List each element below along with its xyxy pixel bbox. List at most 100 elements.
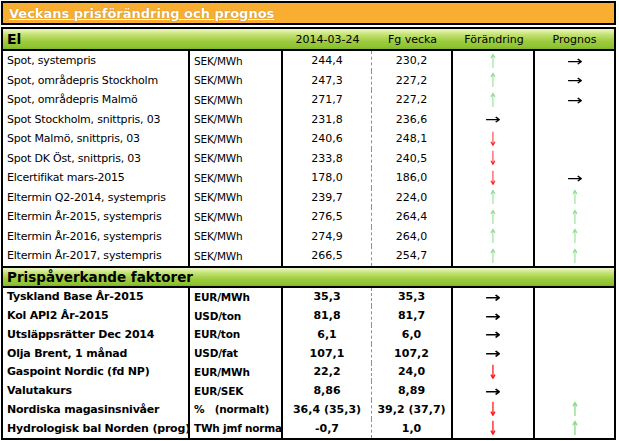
column-header-forecast: Prognos	[535, 29, 614, 49]
row-label: Olja Brent, 1 månad	[3, 344, 190, 363]
row-unit: TWh jmf normalt	[190, 419, 283, 438]
previous-value: 264,0	[372, 227, 453, 247]
previous-value: 227,2	[372, 71, 453, 91]
row-unit: SEK/MWh	[190, 51, 283, 71]
forecast-cell	[535, 149, 614, 169]
table-row: Eltermin År-2017, systemprisSEK/MWh266,5…	[3, 246, 614, 266]
row-label: Utsläppsrätter Dec 2014	[3, 325, 190, 344]
forecast-cell	[535, 381, 614, 400]
up-arrow-icon: ↑	[488, 227, 497, 247]
previous-value: 227,2	[372, 90, 453, 110]
change-cell: ↑	[453, 51, 535, 71]
table-row: Spot, systemprisSEK/MWh244,4230,2↑→	[3, 51, 614, 71]
current-value: 276,5	[283, 207, 372, 227]
up-arrow-icon: ↑	[570, 400, 579, 419]
forecast-cell: ↑	[535, 419, 614, 438]
row-unit: EUR/SEK	[190, 381, 283, 400]
row-unit: SEK/MWh	[190, 207, 283, 227]
row-label: Spot, systempris	[3, 51, 190, 71]
forecast-cell	[535, 129, 614, 149]
table-row: Gaspoint Nordic (fd NP)EUR/MWh22,224,0↓	[3, 363, 614, 382]
current-value: 35,3	[283, 288, 372, 307]
table-row: Kol API2 År-2015USD/ton81,881,7→	[3, 306, 614, 325]
forecast-cell: →	[535, 51, 614, 71]
down-arrow-icon: ↓	[488, 168, 497, 188]
row-label: Spot DK Öst, snittpris, 03	[3, 149, 190, 169]
row-label: Spot Stockholm, snittpris, 03	[3, 110, 190, 130]
up-arrow-icon: ↑	[570, 227, 579, 247]
row-unit: SEK/MWh	[190, 90, 283, 110]
down-arrow-icon: ↓	[488, 363, 497, 382]
current-value: 22,2	[283, 363, 372, 382]
change-cell: ↑	[453, 246, 535, 266]
row-unit: USD/ton	[190, 306, 283, 325]
table-row: Tyskland Base År-2015EUR/MWh35,335,3→	[3, 288, 614, 307]
down-arrow-icon: ↓	[488, 149, 497, 169]
forecast-cell: →	[535, 168, 614, 188]
table-row: Elcertifikat mars-2015SEK/MWh178,0186,0↓…	[3, 168, 614, 188]
right-arrow-icon: →	[485, 384, 501, 398]
previous-value: 236,6	[372, 110, 453, 130]
previous-value: 186,0	[372, 168, 453, 188]
row-unit: USD/fat	[190, 344, 283, 363]
current-value: -0,7	[283, 419, 372, 438]
right-arrow-icon: →	[567, 93, 583, 107]
up-arrow-icon: ↑	[488, 207, 497, 227]
row-label: Spot Malmö, snittpris, 03	[3, 129, 190, 149]
previous-value: 6,0	[372, 325, 453, 344]
row-label: Eltermin Q2-2014, systempris	[3, 188, 190, 208]
change-cell: ↑	[453, 90, 535, 110]
forecast-cell: ↑	[535, 246, 614, 266]
table-row: Spot, områdepris StockholmSEK/MWh247,322…	[3, 71, 614, 91]
forecast-cell: ↑	[535, 188, 614, 208]
previous-value: 8,89	[372, 381, 453, 400]
row-unit: SEK/MWh	[190, 168, 283, 188]
change-cell: →	[453, 381, 535, 400]
report-frame: Veckans prisförändring och prognos El 20…	[1, 1, 616, 440]
change-cell: ↓	[453, 149, 535, 169]
current-value: 239,7	[283, 188, 372, 208]
table-row: Eltermin År-2015, systemprisSEK/MWh276,5…	[3, 207, 614, 227]
forecast-cell: ↑	[535, 207, 614, 227]
row-unit: SEK/MWh	[190, 188, 283, 208]
table-row: Spot DK Öst, snittpris, 03SEK/MWh233,824…	[3, 149, 614, 169]
up-arrow-icon: ↑	[570, 207, 579, 227]
change-cell: →	[453, 110, 535, 130]
right-arrow-icon: →	[485, 327, 501, 341]
table-row: Olja Brent, 1 månadUSD/fat107,1107,2→	[3, 344, 614, 363]
current-value: 244,4	[283, 51, 372, 71]
current-value: 8,86	[283, 381, 372, 400]
forecast-cell	[535, 110, 614, 130]
row-label: Eltermin År-2016, systempris	[3, 227, 190, 247]
change-cell: ↑	[453, 227, 535, 247]
table-row: Spot Malmö, snittpris, 03SEK/MWh240,6248…	[3, 129, 614, 149]
right-arrow-icon: →	[485, 112, 501, 126]
row-unit: EUR/MWh	[190, 363, 283, 382]
row-unit: SEK/MWh	[190, 71, 283, 91]
up-arrow-icon: ↑	[570, 188, 579, 208]
row-label: Elcertifikat mars-2015	[3, 168, 190, 188]
section-header: Prispåverkande faktorer	[3, 266, 614, 288]
forecast-cell	[535, 325, 614, 344]
previous-value: 254,7	[372, 246, 453, 266]
previous-value: 248,1	[372, 129, 453, 149]
row-label: Spot, områdepris Stockholm	[3, 71, 190, 91]
current-value: 6,1	[283, 325, 372, 344]
table-row: Eltermin År-2016, systemprisSEK/MWh274,9…	[3, 227, 614, 247]
previous-value: 240,5	[372, 149, 453, 169]
up-arrow-icon: ↑	[488, 246, 497, 266]
report-title: Veckans prisförändring och prognos	[9, 6, 274, 21]
row-unit: EUR/ton	[190, 325, 283, 344]
change-cell: →	[453, 306, 535, 325]
right-arrow-icon: →	[485, 346, 501, 360]
table-row: Nordiska magasinsnivåer% (normalt)36,4 (…	[3, 400, 614, 419]
up-arrow-icon: ↑	[570, 419, 579, 438]
row-unit: SEK/MWh	[190, 149, 283, 169]
previous-value: 81,7	[372, 306, 453, 325]
row-label: Eltermin År-2015, systempris	[3, 207, 190, 227]
current-value: 266,5	[283, 246, 372, 266]
change-cell: ↑	[453, 71, 535, 91]
row-label: Valutakurs	[3, 381, 190, 400]
forecast-cell	[535, 363, 614, 382]
forecast-cell: →	[535, 71, 614, 91]
